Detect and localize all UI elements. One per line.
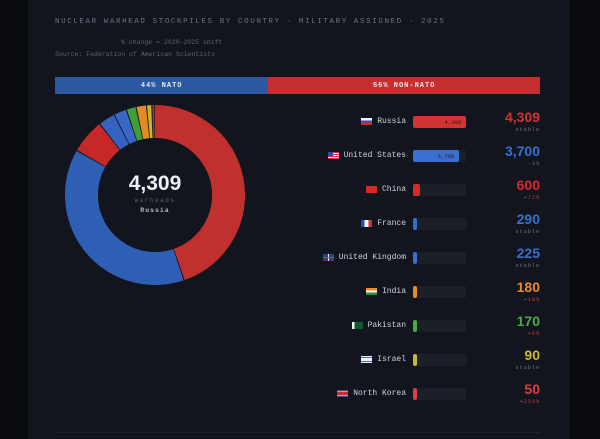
donut-center-unit: warheads (134, 197, 176, 204)
country-warhead-count: 225 (516, 245, 540, 261)
russia-flag-icon (361, 118, 373, 125)
country-name: Russia (377, 117, 406, 126)
country-change: +72% (523, 194, 540, 201)
pakistan-flag-icon (351, 322, 363, 329)
china-flag-icon (365, 186, 377, 193)
country-row[interactable]: United Kingdom 225 stable (300, 241, 550, 275)
bottom-divider (55, 432, 540, 433)
north-korea-flag-icon (337, 390, 349, 397)
country-label: Russia (361, 117, 406, 126)
country-warhead-count: 170 (516, 313, 540, 329)
country-label: United Kingdom (322, 253, 406, 262)
country-bar-value: 4,309 (444, 118, 461, 126)
country-warhead-count: 180 (516, 279, 540, 295)
donut-center-value: 4,309 (128, 172, 182, 195)
donut-hole (98, 138, 212, 252)
country-name: France (377, 219, 406, 228)
country-warhead-count: 90 (524, 347, 540, 363)
country-label: France (361, 219, 406, 228)
country-bar-track (413, 218, 466, 230)
country-name: United Kingdom (338, 253, 406, 262)
donut-segment-russia[interactable] (65, 105, 245, 285)
country-bar-track: 4,309 (413, 116, 466, 128)
country-bar-fill (413, 252, 417, 264)
chart-title: NUCLEAR WARHEAD STOCKPILES BY COUNTRY · … (55, 18, 446, 26)
country-bar-fill: 3,700 (413, 150, 459, 162)
country-bar-track (413, 354, 466, 366)
non-nato-segment[interactable]: 56% NON-NATO (268, 77, 540, 94)
country-label: North Korea (337, 389, 406, 398)
warhead-donut-chart (65, 105, 245, 285)
country-row[interactable]: United States 3,700 3,700 -3% (300, 139, 550, 173)
country-warhead-count: 290 (516, 211, 540, 227)
country-label: United States (327, 151, 406, 160)
country-label: Israel (361, 355, 406, 364)
country-name: China (381, 185, 406, 194)
country-change: stable (515, 228, 540, 235)
country-row[interactable]: North Korea 50 +233% (300, 377, 550, 411)
country-bar-track (413, 286, 466, 298)
country-change: +6% (527, 330, 540, 337)
country-change: stable (515, 126, 540, 133)
israel-flag-icon (361, 356, 373, 363)
donut-center-country: Russia (140, 207, 170, 214)
country-name: North Korea (353, 389, 406, 398)
chart-source: Source: Federation of American Scientist… (55, 51, 215, 58)
india-flag-icon (365, 288, 377, 295)
france-flag-icon (361, 220, 373, 227)
nato-segment[interactable]: 44% NATO (55, 77, 269, 94)
country-warhead-count: 4,309 (504, 109, 540, 125)
country-row[interactable]: Russia 4,309 4,309 stable (300, 105, 550, 139)
country-label: China (365, 185, 406, 194)
country-warhead-count: 50 (524, 381, 540, 397)
country-change: +233% (519, 398, 540, 405)
country-change: stable (515, 364, 540, 371)
country-warhead-count: 3,700 (504, 143, 540, 159)
country-name: Pakistan (367, 321, 406, 330)
country-bar-fill (413, 286, 417, 298)
alliance-split-bar: 44% NATO 56% NON-NATO (55, 77, 540, 94)
country-bar-track (413, 388, 466, 400)
country-name: Israel (377, 355, 406, 364)
country-bar-fill (413, 320, 417, 332)
country-bar-track (413, 252, 466, 264)
country-bar-track (413, 320, 466, 332)
country-change: -3% (527, 160, 540, 167)
country-bar-fill (413, 218, 417, 230)
donut-segment-united-states[interactable] (65, 105, 245, 285)
country-bar-fill (413, 388, 417, 400)
country-change: +10% (523, 296, 540, 303)
country-label: Pakistan (351, 321, 406, 330)
country-name: United States (343, 151, 406, 160)
country-label: India (365, 287, 406, 296)
country-row[interactable]: China 600 +72% (300, 173, 550, 207)
chart-subtitle: % change = 2020–2025 shift (121, 39, 223, 46)
country-change: stable (515, 262, 540, 269)
country-bar-track: 3,700 (413, 150, 466, 162)
country-name: India (381, 287, 406, 296)
country-row[interactable]: Pakistan 170 +6% (300, 309, 550, 343)
country-row[interactable]: Israel 90 stable (300, 343, 550, 377)
uk-flag-icon (322, 254, 334, 261)
country-bar-fill (413, 184, 420, 196)
country-bar-track (413, 184, 466, 196)
country-bar-fill: 4,309 (413, 116, 466, 128)
country-row[interactable]: India 180 +10% (300, 275, 550, 309)
country-bar-value: 3,700 (437, 152, 454, 160)
us-flag-icon (327, 152, 339, 159)
country-row[interactable]: France 290 stable (300, 207, 550, 241)
country-bar-fill (413, 354, 417, 366)
country-warhead-count: 600 (516, 177, 540, 193)
